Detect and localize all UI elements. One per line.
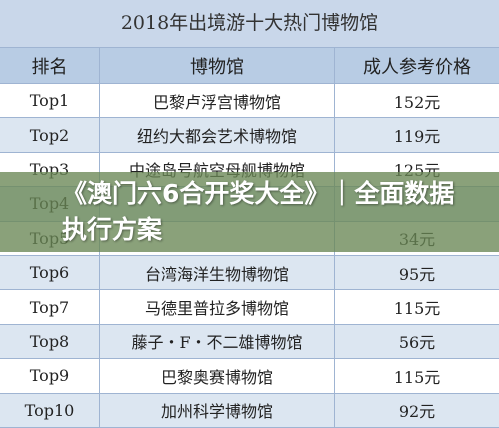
table-cell: Top7	[0, 290, 100, 324]
header-cell: 博物馆	[100, 48, 335, 83]
table-row: Top8 藤子・F・不二雄博物馆 56元	[0, 324, 499, 360]
table-cell: 92元	[398, 402, 436, 422]
header-cell: 排名	[0, 48, 100, 83]
table-cell: 115元	[393, 299, 441, 319]
table-row: Top9 巴黎奥赛博物馆 115元	[0, 359, 499, 394]
table-cell: 119元	[393, 127, 441, 147]
table-cell: Top10	[0, 393, 100, 427]
table-cell: 台湾海洋生物博物馆	[100, 255, 335, 290]
table-cell: Top8	[0, 324, 100, 359]
table-row: Top1 巴黎卢浮宫博物馆 152元	[0, 84, 499, 119]
table-cell: Top6	[0, 255, 100, 290]
table-cell: 56元	[398, 333, 436, 353]
table-cell: 95元	[398, 264, 436, 284]
table-row: Top7 马德里普拉多博物馆 115元	[0, 290, 499, 325]
table-cell: 115元	[393, 367, 441, 387]
table-row: Top2 纽约大都会艺术博物馆 119元	[0, 118, 499, 153]
table-title: 2018年出境游十大热门博物馆	[0, 0, 499, 48]
table-cell: 巴黎卢浮宫博物馆	[100, 84, 335, 118]
table-cell: Top2	[0, 118, 100, 152]
table-cell: 纽约大都会艺术博物馆	[100, 118, 335, 152]
table-cell: Top9	[0, 359, 100, 393]
header-row: 排名 博物馆 成人参考价格	[0, 48, 499, 84]
table-cell: 152元	[393, 92, 441, 112]
table-cell: 巴黎奥赛博物馆	[100, 359, 335, 393]
table-cell: 加州科学博物馆	[100, 393, 335, 427]
table-cell: Top1	[0, 84, 100, 118]
table-cell: 马德里普拉多博物馆	[100, 290, 335, 324]
table-row: Top10 加州科学博物馆 92元	[0, 393, 499, 428]
header-cell: 成人参考价格	[363, 56, 471, 78]
table-cell: 藤子・F・不二雄博物馆	[100, 324, 335, 359]
banner: 《澳门六6合开奖大全》｜全面数据执行方案	[0, 172, 499, 252]
table-row: Top6 台湾海洋生物博物馆 95元	[0, 255, 499, 291]
